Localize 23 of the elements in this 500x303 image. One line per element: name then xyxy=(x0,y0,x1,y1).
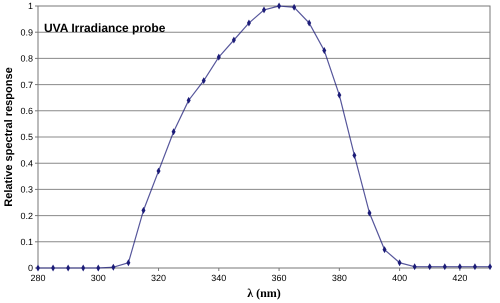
text: UVA Irradiance probe xyxy=(44,21,166,35)
x-tick-label: 320 xyxy=(151,273,166,283)
y-tick-label: 0.3 xyxy=(20,184,33,195)
y-axis-title: Relative spectral response xyxy=(3,67,15,207)
y-tick-label: 0.8 xyxy=(20,54,33,64)
x-tick-label: 360 xyxy=(272,273,287,283)
x-tick-label: 420 xyxy=(452,273,468,283)
x-tick-label: 400 xyxy=(392,273,408,283)
y-tick-label: 0.4 xyxy=(20,158,33,168)
x-tick-label: 340 xyxy=(211,273,226,283)
y-tick-label: 0.2 xyxy=(20,210,33,221)
y-tick-label: 0.1 xyxy=(20,236,33,247)
point xyxy=(36,264,40,272)
y-tick-label: 0.6 xyxy=(20,106,33,116)
y-tick-label: 0.7 xyxy=(20,80,33,90)
y-tick-label: 0.9 xyxy=(20,27,33,38)
x-tick-label: 380 xyxy=(332,273,347,283)
y-tick-label: 0.5 xyxy=(20,132,33,142)
x-tick-label: 280 xyxy=(30,273,46,283)
x-tick-label: 300 xyxy=(90,273,106,283)
x-axis-title: λ (nm) xyxy=(247,286,281,300)
y-tick-label: 1 xyxy=(28,1,33,12)
y-tick-label: 0 xyxy=(28,263,33,274)
